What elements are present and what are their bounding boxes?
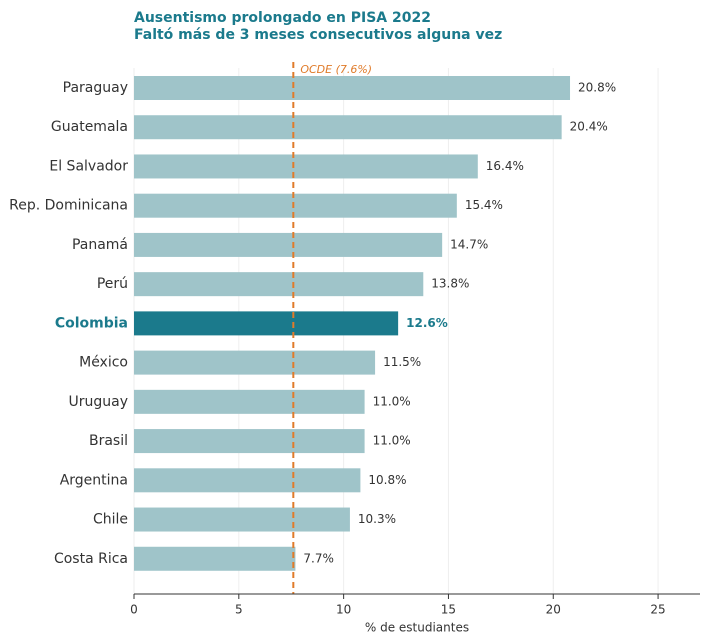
bar — [134, 311, 399, 336]
bar — [134, 115, 562, 140]
value-label: 7.7% — [303, 551, 334, 565]
x-tick-label: 0 — [130, 603, 138, 617]
bar — [134, 350, 376, 375]
x-tick-label: 5 — [235, 603, 243, 617]
value-label: 13.8% — [431, 277, 469, 291]
bar — [134, 546, 296, 571]
value-label: 16.4% — [486, 159, 524, 173]
reference-label: OCDE (7.6%) — [300, 63, 372, 76]
category-label: Perú — [97, 276, 128, 292]
category-label: Brasil — [89, 433, 128, 449]
value-label: 11.5% — [383, 355, 421, 369]
x-tick-label: 10 — [336, 603, 351, 617]
bar — [134, 193, 457, 218]
bar — [134, 429, 365, 454]
category-label: Costa Rica — [54, 551, 128, 567]
value-label: 10.3% — [358, 512, 396, 526]
value-label: 11.0% — [373, 394, 411, 408]
bar — [134, 154, 478, 179]
category-label: Panamá — [72, 237, 128, 253]
bar — [134, 389, 365, 414]
x-tick-label: 15 — [441, 603, 456, 617]
value-label: 14.7% — [450, 237, 488, 251]
category-label: Chile — [93, 512, 128, 528]
category-label: Paraguay — [63, 80, 128, 96]
category-label: Argentina — [60, 472, 128, 488]
value-label: 10.8% — [368, 473, 406, 487]
category-label: Colombia — [55, 315, 128, 331]
bar — [134, 76, 571, 100]
chart-title: Ausentismo prolongado en PISA 2022 — [134, 10, 431, 26]
value-label: 12.6% — [406, 316, 448, 330]
category-label: Guatemala — [51, 119, 128, 135]
x-tick-label: 25 — [650, 603, 665, 617]
bar — [134, 507, 350, 532]
x-axis-label: % de estudiantes — [365, 621, 469, 634]
category-label: Uruguay — [69, 394, 129, 410]
x-tick-label: 20 — [546, 603, 561, 617]
bar — [134, 468, 361, 493]
category-label: El Salvador — [49, 158, 128, 174]
value-label: 20.4% — [570, 120, 608, 134]
value-label: 15.4% — [465, 198, 503, 212]
category-label: Rep. Dominicana — [9, 198, 128, 214]
chart-subtitle: Faltó más de 3 meses consecutivos alguna… — [134, 27, 502, 43]
category-label: México — [79, 355, 128, 371]
bar — [134, 232, 443, 257]
value-label: 20.8% — [578, 81, 616, 95]
value-label: 11.0% — [373, 434, 411, 448]
bar — [134, 272, 424, 297]
